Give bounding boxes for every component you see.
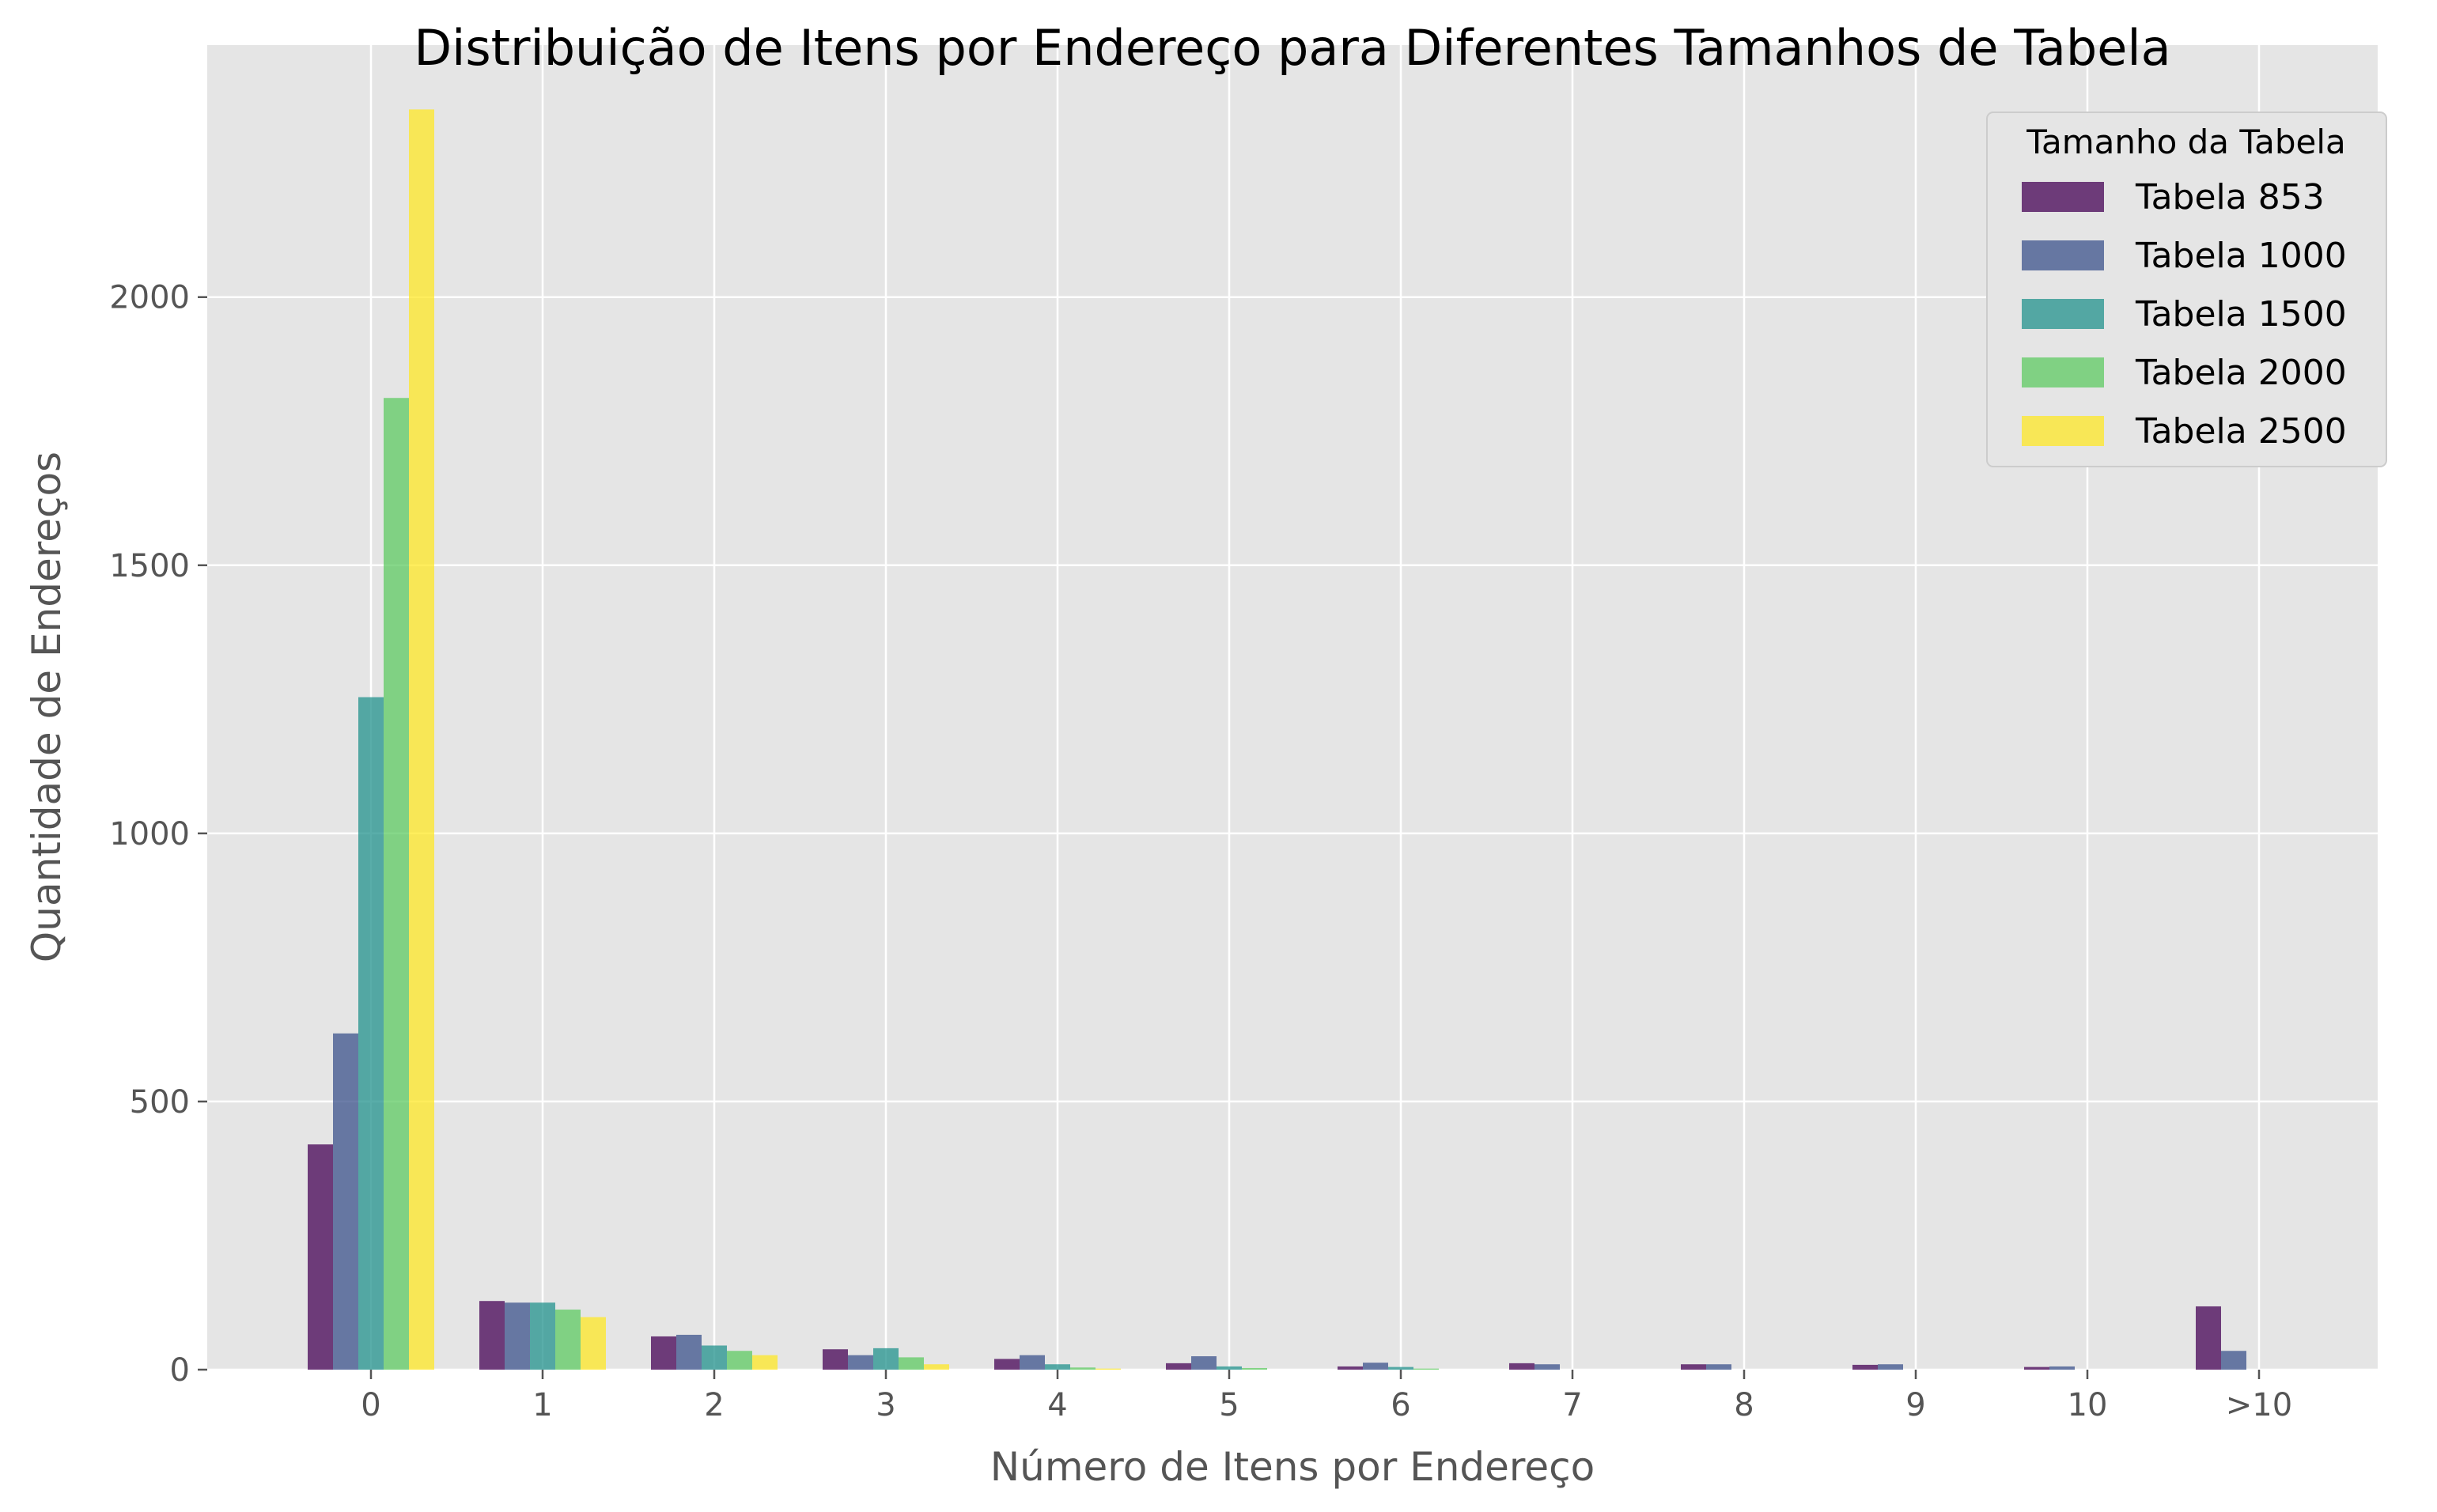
x-tick-label: 3 <box>876 1387 895 1423</box>
bar-tabela-1000-10 <box>2049 1366 2075 1370</box>
bar-tabela-2500-1 <box>581 1317 606 1370</box>
bar-tabela-2000-1 <box>555 1310 581 1370</box>
legend-label: Tabela 1500 <box>2135 294 2347 335</box>
legend-label: Tabela 2000 <box>2135 353 2347 393</box>
bar-tabela-1500-2 <box>702 1345 727 1370</box>
bar-tabela-1500-3 <box>873 1348 899 1370</box>
y-axis-label: Quantidade de Endereços <box>24 452 70 962</box>
bar-tabela-1000-5 <box>1191 1356 1217 1370</box>
x-tick-label: 10 <box>2068 1387 2108 1423</box>
x-axis-ticks: 0 1 2 3 4 5 6 7 8 9 10 >10 <box>361 1370 2292 1423</box>
legend-title: Tamanho da Tabela <box>2026 123 2345 161</box>
bar-tabela-1000-3 <box>848 1355 873 1370</box>
legend-swatch <box>2022 416 2104 446</box>
bar-tabela-2500-3 <box>924 1364 949 1370</box>
x-axis-label: Número de Itens por Endereço <box>990 1444 1595 1490</box>
bar-tabela-2500-2 <box>752 1355 778 1370</box>
bar-tabela-1000-4 <box>1020 1355 1045 1370</box>
x-tick-label: 5 <box>1219 1387 1239 1423</box>
bar-tabela-1000-7 <box>1534 1364 1560 1370</box>
bar-tabela-853-6 <box>1338 1366 1363 1370</box>
bar-tabela-853-11 <box>2196 1306 2221 1370</box>
y-tick-label: 500 <box>130 1084 190 1121</box>
bar-tabela-853-9 <box>1852 1364 1878 1370</box>
bar-tabela-853-8 <box>1681 1364 1706 1370</box>
x-tick-label: 7 <box>1562 1387 1582 1423</box>
bar-tabela-1500-5 <box>1217 1366 1242 1370</box>
bar-tabela-2000-0 <box>384 398 409 1370</box>
bar-tabela-1000-9 <box>1878 1364 1903 1370</box>
bar-tabela-853-7 <box>1509 1363 1534 1370</box>
bar-tabela-1500-4 <box>1045 1364 1070 1370</box>
gridlines <box>207 45 2378 1371</box>
bar-tabela-1500-6 <box>1388 1366 1413 1370</box>
bars <box>308 109 2246 1370</box>
bar-tabela-2500-4 <box>1096 1368 1121 1370</box>
bar-tabela-2000-2 <box>727 1351 752 1370</box>
x-tick-label: 6 <box>1391 1387 1410 1423</box>
bar-tabela-1000-1 <box>505 1302 530 1370</box>
chart-title: Distribuição de Itens por Endereço para … <box>414 19 2170 77</box>
bar-tabela-853-1 <box>479 1301 505 1370</box>
bar-tabela-853-10 <box>2024 1366 2049 1370</box>
bar-tabela-1000-6 <box>1363 1363 1388 1370</box>
bar-tabela-1500-0 <box>358 697 384 1370</box>
y-tick-label: 2000 <box>109 280 190 316</box>
bar-tabela-853-2 <box>651 1336 676 1370</box>
bar-tabela-853-0 <box>308 1144 333 1370</box>
bar-tabela-853-3 <box>823 1349 848 1370</box>
bar-tabela-1000-11 <box>2221 1351 2246 1370</box>
x-tick-label: 4 <box>1047 1387 1067 1423</box>
y-tick-label: 1000 <box>109 816 190 852</box>
bar-tabela-2000-6 <box>1413 1368 1439 1370</box>
legend-swatch <box>2022 357 2104 387</box>
x-tick-label: >10 <box>2226 1387 2292 1423</box>
bar-tabela-1000-8 <box>1706 1364 1731 1370</box>
x-tick-label: 0 <box>361 1387 380 1423</box>
bar-tabela-853-4 <box>994 1359 1020 1370</box>
legend-label: Tabela 853 <box>2135 177 2325 217</box>
bar-tabela-853-5 <box>1166 1363 1191 1370</box>
x-tick-label: 1 <box>532 1387 552 1423</box>
x-tick-label: 9 <box>1905 1387 1925 1423</box>
bar-tabela-2000-5 <box>1242 1367 1267 1370</box>
x-tick-label: 8 <box>1734 1387 1754 1423</box>
legend-label: Tabela 2500 <box>2135 411 2347 452</box>
legend-label: Tabela 1000 <box>2135 236 2347 276</box>
y-tick-label: 0 <box>170 1352 190 1389</box>
legend-swatch <box>2022 182 2104 212</box>
bar-tabela-1500-1 <box>530 1302 555 1370</box>
bar-tabela-1000-0 <box>333 1033 358 1370</box>
bar-tabela-2000-4 <box>1070 1367 1096 1370</box>
legend-swatch <box>2022 299 2104 329</box>
legend: Tamanho da Tabela Tabela 853 Tabela 1000 T… <box>1986 112 2387 467</box>
bar-tabela-1000-2 <box>676 1334 702 1370</box>
bar-tabela-2500-0 <box>409 109 434 1370</box>
legend-swatch <box>2022 240 2104 270</box>
bar-tabela-2000-3 <box>899 1357 924 1370</box>
y-tick-label: 1500 <box>109 548 190 584</box>
x-tick-label: 2 <box>704 1387 724 1423</box>
y-axis-ticks: 0 500 1000 1500 2000 <box>109 280 207 1389</box>
